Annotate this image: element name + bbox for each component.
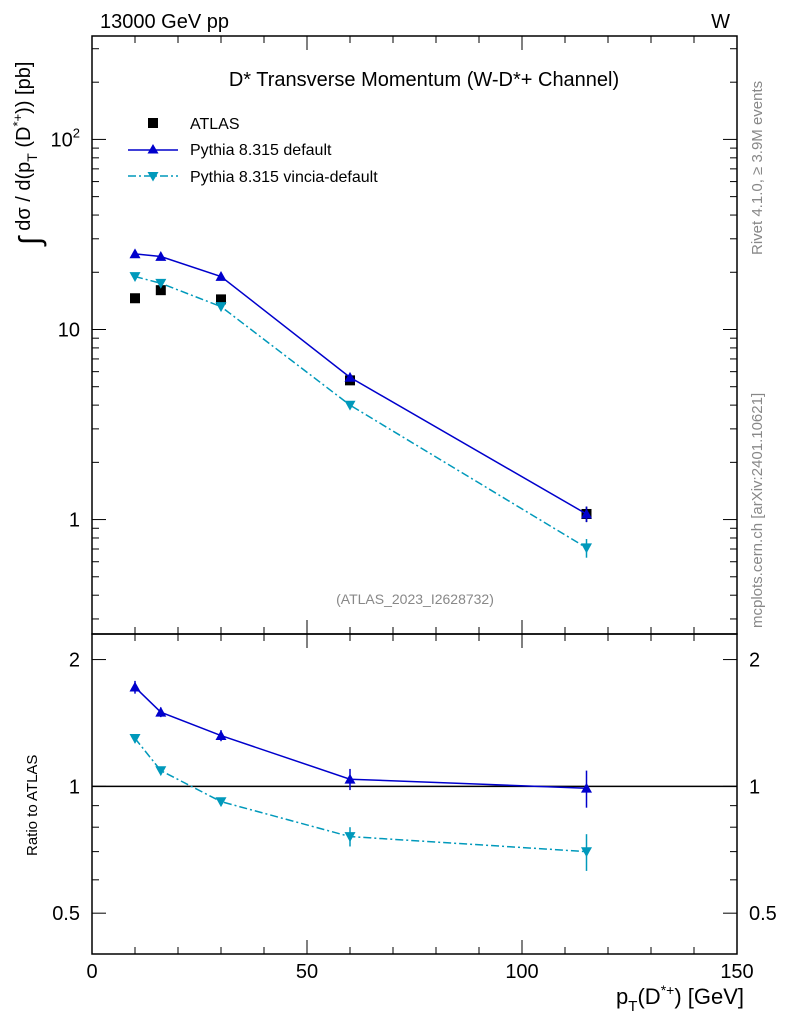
ratio-ytick-label-right: 0.5 bbox=[749, 903, 777, 925]
xtick-label: 100 bbox=[505, 961, 538, 983]
reference-label: (ATLAS_2023_I2628732) bbox=[336, 591, 494, 607]
point-vincia bbox=[129, 272, 141, 283]
energy-label: 13000 GeV pp bbox=[100, 11, 229, 33]
chart-title: D* Transverse Momentum (W-D*+ Channel) bbox=[229, 69, 619, 91]
ratio-point-default bbox=[581, 782, 592, 793]
svg-text:∫dσ / d(pT (D*+)) [pb]: ∫ dσ / d(pT (D*+)) [pb] bbox=[10, 62, 47, 247]
point-default bbox=[215, 271, 227, 281]
point-atlas bbox=[155, 285, 166, 296]
ylabel-end: )) [pb] bbox=[13, 62, 35, 114]
ratio-ytick-label-right: 2 bbox=[749, 650, 760, 672]
legend-label-vincia: Pythia 8.315 vincia-default bbox=[190, 169, 378, 186]
ratio-ytick-label-left: 1 bbox=[69, 776, 80, 798]
xlabel-end: ) [GeV] bbox=[674, 984, 744, 1009]
xlabel-main: p bbox=[616, 984, 628, 1009]
xtick-label: 150 bbox=[720, 961, 753, 983]
point-vincia bbox=[581, 543, 592, 554]
legend: ATLAS Pythia 8.315 default Pythia 8.315 … bbox=[128, 116, 378, 186]
ratio-marks bbox=[129, 680, 592, 871]
xlabel-sub: T bbox=[628, 998, 637, 1015]
legend-marker-default bbox=[147, 144, 159, 154]
ratio-point-default bbox=[215, 730, 227, 740]
ratio-point-default bbox=[344, 773, 356, 784]
legend-label-atlas: ATLAS bbox=[190, 116, 240, 133]
xtick-label: 0 bbox=[86, 961, 97, 983]
main-ticks: 1 10 102 bbox=[51, 36, 738, 634]
series-line-vincia bbox=[134, 275, 587, 549]
xlabel-sup: *+ bbox=[661, 982, 675, 998]
ratio-frame bbox=[91, 633, 738, 955]
ratio-ytick-label-left: 2 bbox=[69, 650, 80, 672]
main-ytick-label: 102 bbox=[51, 125, 80, 151]
ratio-line-default bbox=[134, 686, 587, 789]
process-label: W bbox=[711, 11, 730, 33]
main-frame bbox=[91, 35, 738, 635]
xlabel-mid: (D bbox=[637, 984, 660, 1009]
ylabel-sub: T bbox=[24, 153, 40, 162]
point-default bbox=[155, 251, 167, 261]
ratio-line-vincia bbox=[134, 737, 587, 853]
ratio-ytick-label-right: 1 bbox=[749, 776, 760, 798]
ratio-point-vincia bbox=[581, 847, 592, 858]
point-vincia bbox=[215, 302, 227, 313]
xlabel: pT(D*+) [GeV] bbox=[616, 982, 744, 1015]
point-default bbox=[129, 248, 141, 259]
main-marks bbox=[129, 248, 592, 558]
ylabel-main: dσ / d(p bbox=[13, 162, 35, 231]
point-atlas bbox=[130, 293, 140, 304]
ratio-ylabel: Ratio to ATLAS bbox=[24, 755, 41, 856]
series-line-default bbox=[134, 253, 587, 515]
main-ylabel: ∫ dσ / d(pT (D*+)) [pb] bbox=[10, 62, 47, 247]
point-default bbox=[581, 508, 592, 519]
ratio-point-vincia bbox=[344, 832, 356, 843]
ylabel-mid: (D bbox=[13, 127, 35, 154]
point-vincia bbox=[155, 278, 167, 289]
ratio-point-vincia bbox=[155, 766, 167, 777]
legend-marker-atlas bbox=[148, 118, 158, 128]
ratio-ticks: 0.5 0.5 1 1 2 2 0 50 100 150 bbox=[52, 634, 777, 983]
xtick-label: 50 bbox=[296, 961, 318, 983]
main-ytick-label: 10 bbox=[58, 319, 80, 341]
point-default bbox=[344, 371, 356, 382]
ratio-ytick-label-left: 0.5 bbox=[52, 903, 80, 925]
legend-marker-vincia bbox=[147, 172, 159, 182]
point-atlas bbox=[216, 294, 226, 305]
ratio-point-default bbox=[155, 706, 167, 717]
main-ytick-label: 1 bbox=[69, 510, 80, 532]
mcplots-note: mcplots.cern.ch [arXiv:2401.10621] bbox=[749, 393, 766, 628]
ylabel-integral: ∫ bbox=[14, 235, 47, 247]
legend-label-default: Pythia 8.315 default bbox=[190, 142, 332, 159]
ratio-point-vincia bbox=[129, 733, 141, 744]
point-vincia bbox=[344, 400, 356, 411]
ylabel-sup: *+ bbox=[10, 114, 25, 127]
ratio-point-vincia bbox=[215, 797, 227, 808]
ratio-point-default bbox=[129, 681, 141, 692]
rivet-note: Rivet 4.1.0, ≥ 3.9M events bbox=[749, 81, 766, 255]
main-panel: 1 10 102 D* Transverse Momentum (W-D*+ Cha… bbox=[10, 35, 738, 635]
ratio-panel: 0.5 0.5 1 1 2 2 0 50 100 150 Ratio to ATLAS pT(D*… bbox=[24, 633, 777, 1015]
